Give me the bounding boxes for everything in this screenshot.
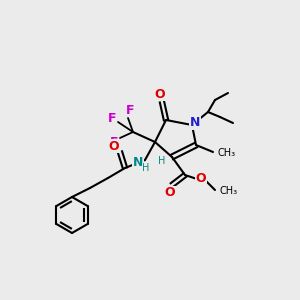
Text: H: H bbox=[142, 163, 150, 173]
Text: O: O bbox=[109, 140, 119, 152]
Text: N: N bbox=[190, 116, 200, 130]
Text: F: F bbox=[126, 103, 134, 116]
Text: H: H bbox=[158, 156, 166, 166]
Text: O: O bbox=[165, 187, 175, 200]
Text: F: F bbox=[108, 112, 116, 124]
Text: N: N bbox=[133, 155, 143, 169]
Text: O: O bbox=[155, 88, 165, 100]
Text: O: O bbox=[196, 172, 206, 184]
Text: CH₃: CH₃ bbox=[217, 148, 235, 158]
Text: CH₃: CH₃ bbox=[219, 186, 237, 196]
Text: F: F bbox=[110, 136, 118, 148]
